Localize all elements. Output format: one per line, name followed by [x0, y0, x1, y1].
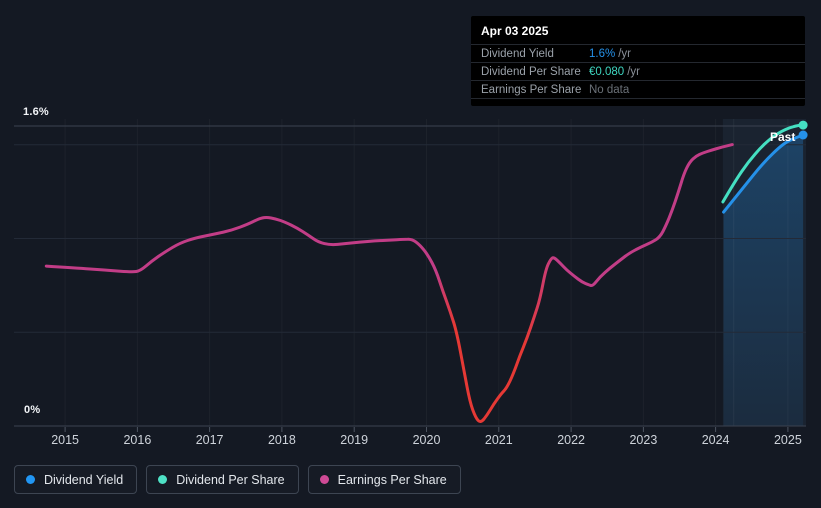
x-tick-label: 2022 — [557, 433, 585, 447]
legend-item-label: Earnings Per Share — [337, 472, 447, 487]
legend-item-dividend-yield[interactable]: Dividend Yield — [14, 465, 138, 494]
legend-item-earnings-per-share[interactable]: Earnings Per Share — [307, 465, 461, 494]
dividend-yield-end-dot — [798, 130, 808, 140]
earnings-per-share-line — [44, 143, 734, 423]
dividend-per-share-end-dot — [798, 120, 808, 130]
tooltip-value: 1.6% — [589, 47, 616, 60]
tooltip-suffix: /yr — [618, 47, 631, 60]
tooltip-row-dividend-yield: Dividend Yield 1.6% /yr — [471, 45, 805, 63]
x-tick-label: 2017 — [196, 433, 224, 447]
x-tick-label: 2023 — [629, 433, 657, 447]
tooltip-suffix: /yr — [627, 65, 640, 78]
x-tick-label: 2024 — [702, 433, 730, 447]
legend-item-label: Dividend Per Share — [176, 472, 285, 487]
x-tick-label: 2019 — [340, 433, 368, 447]
dividend-yield-dot-icon — [26, 475, 35, 484]
x-tick-label: 2018 — [268, 433, 296, 447]
past-region-label: Past — [770, 130, 796, 144]
legend-item-dividend-per-share[interactable]: Dividend Per Share — [146, 465, 299, 494]
earnings-per-share-dot-icon — [319, 475, 329, 484]
tooltip-label: Dividend Yield — [481, 47, 554, 60]
tooltip-value: €0.080 — [589, 65, 625, 78]
legend-item-label: Dividend Yield — [44, 472, 124, 487]
y-axis-zero-label: 0% — [24, 404, 41, 416]
vertical-gridlines — [64, 119, 789, 426]
tooltip-label: Earnings Per Share — [481, 83, 582, 96]
horizontal-gridlines — [14, 125, 806, 427]
chart-tooltip: Apr 03 2025 Dividend Yield 1.6% /yr Divi… — [471, 16, 805, 106]
x-tick-label: 2021 — [485, 433, 513, 447]
chart-legend: Dividend Yield Dividend Per Share Earnin… — [14, 465, 461, 494]
dividend-per-share-line — [721, 123, 805, 204]
tooltip-row-earnings-per-share: Earnings Per Share No data — [471, 81, 805, 99]
dividend-yield-line — [722, 133, 805, 214]
tooltip-label: Dividend Per Share — [481, 65, 581, 78]
x-tick-label: 2025 — [774, 433, 802, 447]
tooltip-value: No data — [589, 83, 630, 96]
dividend-per-share-dot-icon — [158, 475, 168, 484]
x-tick-label: 2020 — [413, 433, 441, 447]
tooltip-date: Apr 03 2025 — [471, 16, 805, 45]
tooltip-row-dividend-per-share: Dividend Per Share €0.080 /yr — [471, 63, 805, 81]
x-tick-label: 2016 — [123, 433, 151, 447]
dividend-yield-area-fill — [723, 135, 804, 426]
y-axis-max-label: 1.6% — [23, 106, 49, 118]
x-axis-ticks: 2015 2016 2017 2018 2019 2020 2021 2022 2023 2024… — [51, 427, 802, 447]
x-tick-label: 2015 — [51, 433, 79, 447]
